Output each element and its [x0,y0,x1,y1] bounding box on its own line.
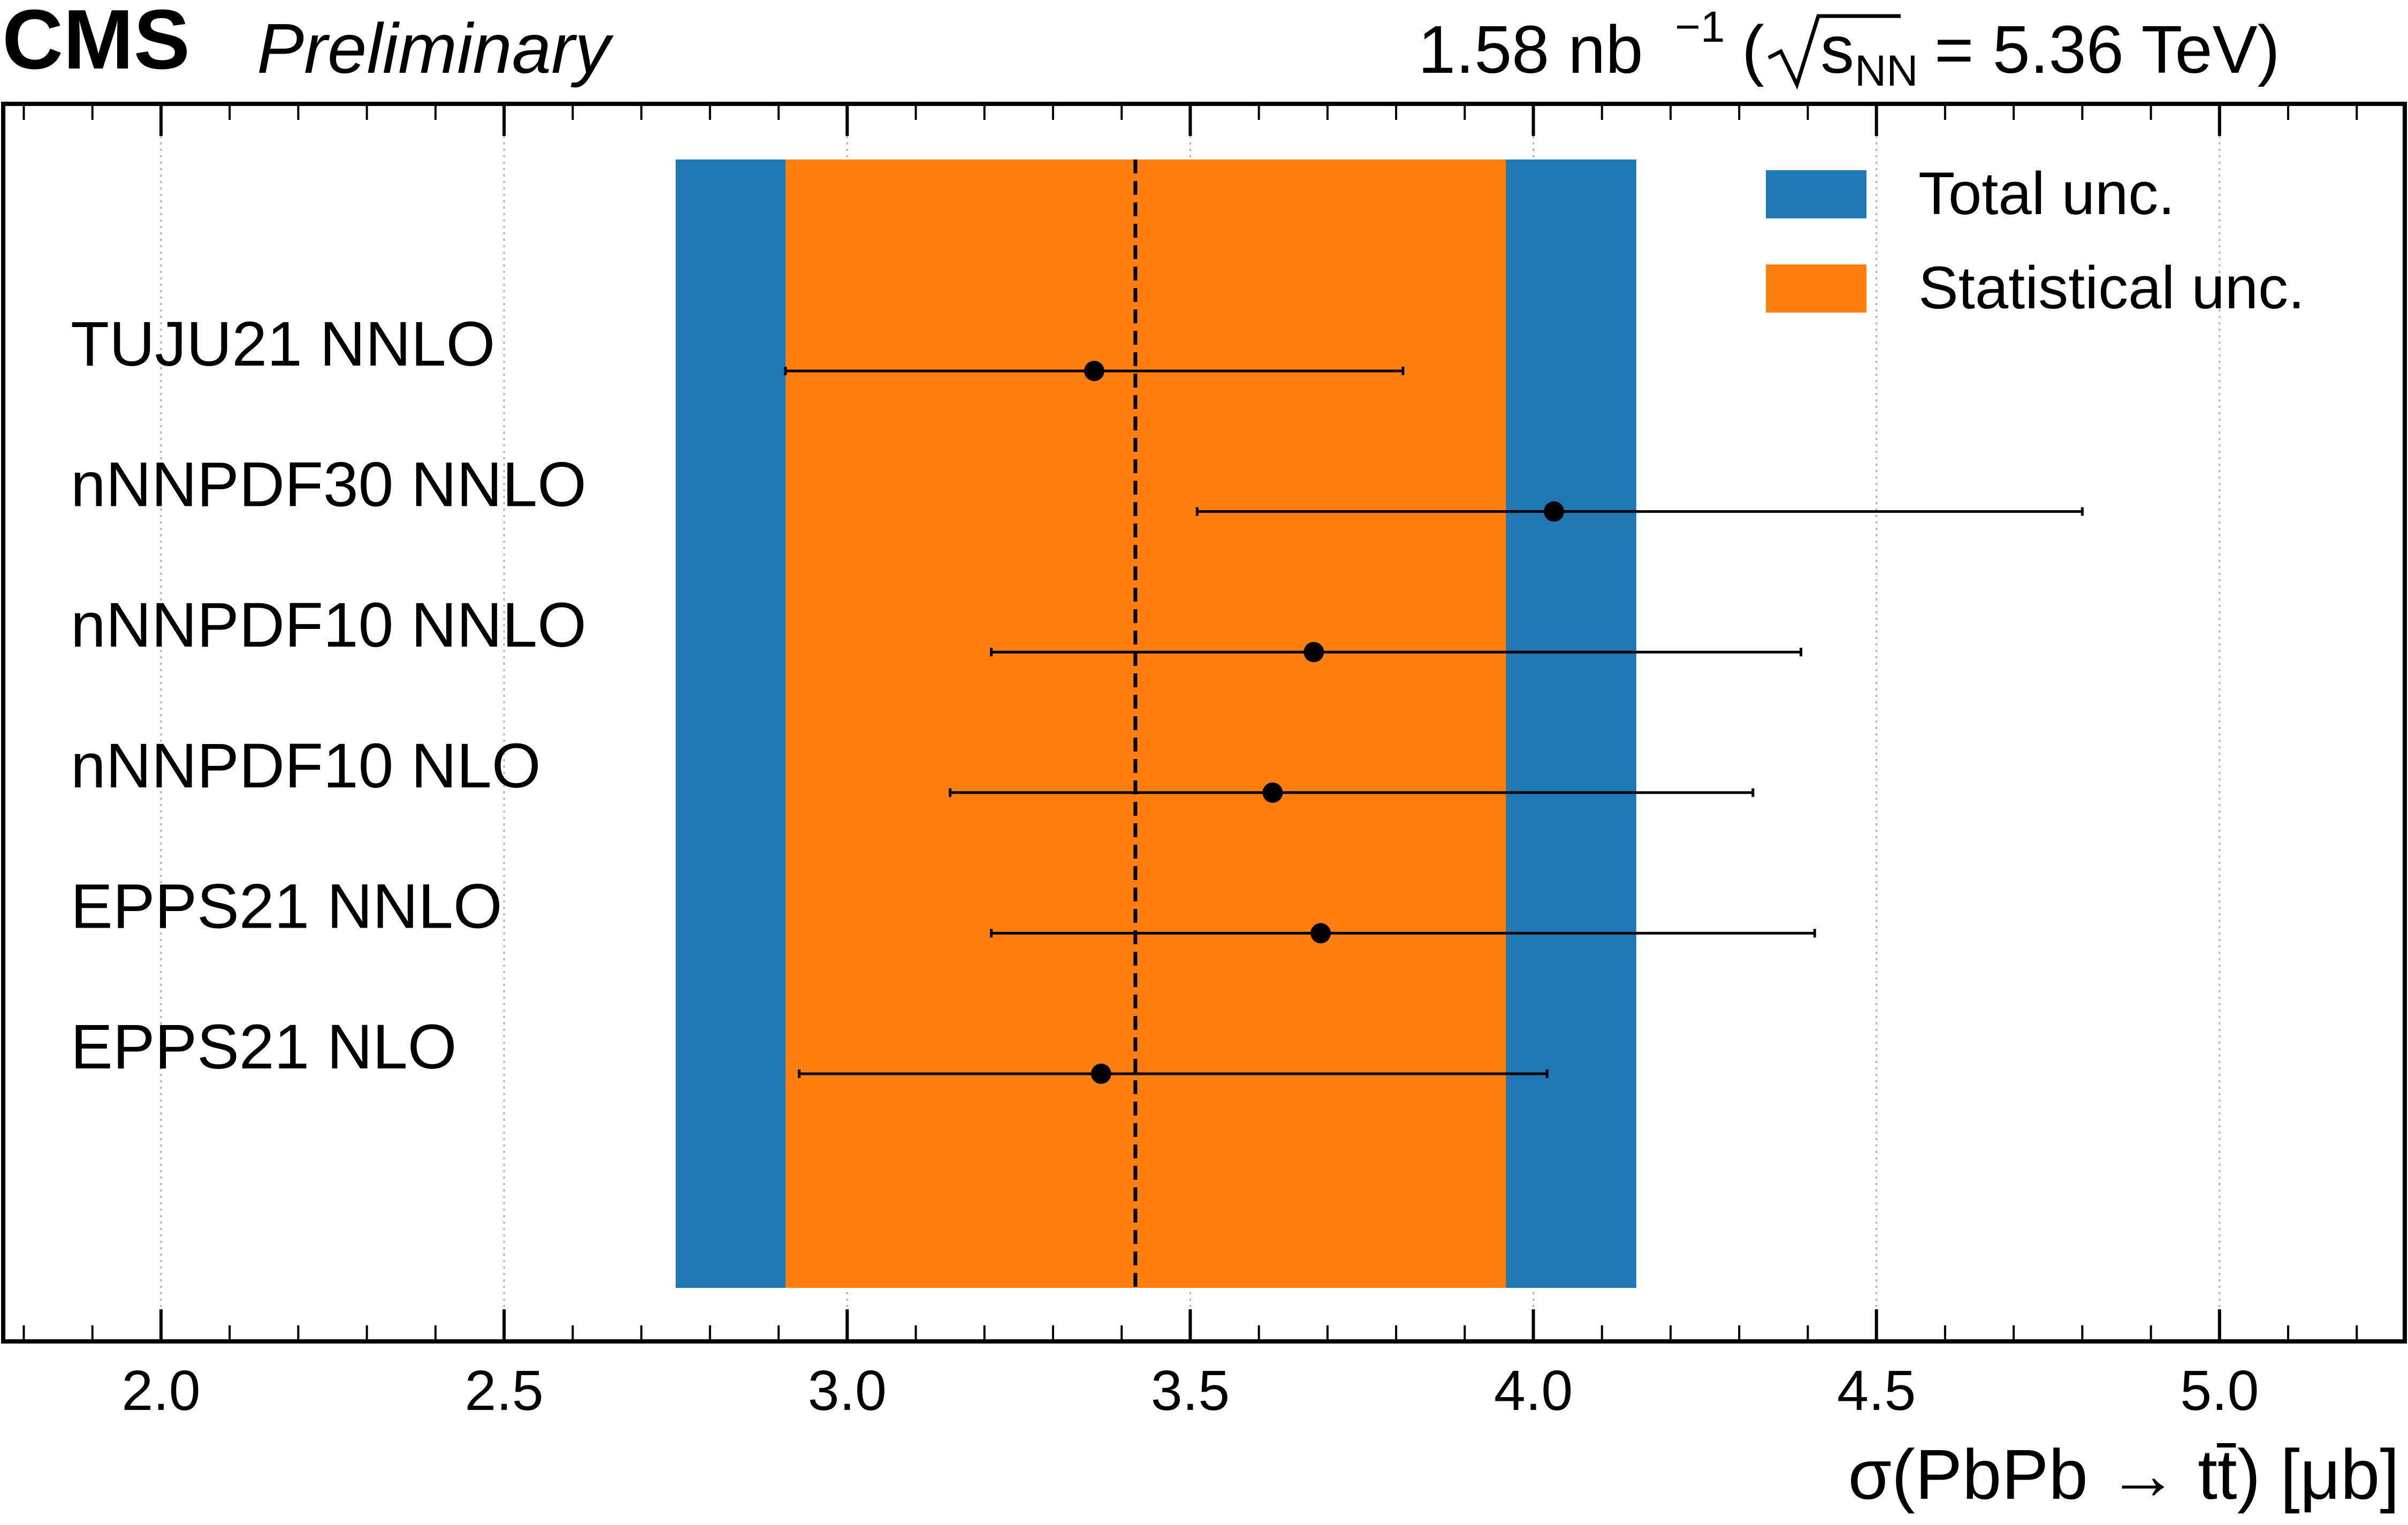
energy-symbol: s [1820,12,1854,87]
prediction-point-3 [1262,782,1283,803]
legend: Total unc. Statistical unc. [1766,160,2305,321]
x-tick-label-3: 3.5 [1151,1359,1230,1422]
lumi-open-paren: ( [1742,12,1764,87]
prediction-point-1 [1543,501,1564,522]
x-tick-label-1: 2.5 [464,1359,543,1422]
prediction-label-3: nNNPDF10 NLO [71,731,541,801]
prediction-point-5 [1091,1064,1111,1084]
prediction-label-0: TUJU21 NNLO [71,309,495,380]
x-axis-label: σ(PbPb → tt̄) [μb] [1848,1435,2399,1514]
uncertainty-bands [675,160,1636,1288]
status-label: Preliminary [257,9,614,88]
legend-swatch-total [1766,170,1866,218]
x-tick-label-2: 3.0 [808,1359,887,1422]
legend-swatch-stat [1766,264,1866,313]
x-tick-label-0: 2.0 [121,1359,200,1422]
legend-label-total: Total unc. [1918,160,2175,227]
x-tick-label-6: 5.0 [2180,1359,2259,1422]
prediction-point-0 [1084,361,1104,381]
prediction-label-4: EPPS21 NNLO [71,871,502,942]
sqrt-sign-icon [1767,14,1901,90]
legend-label-stat: Statistical unc. [1918,254,2305,321]
x-axis-ticks [22,104,2358,1341]
x-axis-tick-labels: 2.0 2.5 3.0 3.5 4.0 4.5 5.0 [121,1359,2259,1422]
prediction-label-1: nNNPDF30 NNLO [71,450,586,520]
x-tick-label-5: 4.5 [1837,1359,1916,1422]
plot-frame [1,102,2407,1344]
prediction-point-4 [1310,923,1331,944]
predictions: TUJU21 NNLO nNNPDF30 NNLO nNNPDF10 NNLO nNN… [71,309,2084,1084]
experiment-label: CMS [2,0,190,87]
lumi-value: 1.58 nb [1418,12,1643,87]
lumi-label: 1.58 nb −1 ( s NN = 5.36 TeV) [1418,3,2280,95]
x-tick-label-4: 4.0 [1494,1359,1573,1422]
energy-subscript: NN [1855,47,1918,95]
stat-unc-band [785,160,1506,1288]
prediction-point-2 [1304,642,1324,663]
prediction-label-2: nNNPDF10 NNLO [71,590,586,661]
energy-value: = 5.36 TeV) [1934,12,2280,87]
prediction-label-5: EPPS21 NLO [71,1012,456,1082]
lumi-exponent: −1 [1675,3,1725,51]
